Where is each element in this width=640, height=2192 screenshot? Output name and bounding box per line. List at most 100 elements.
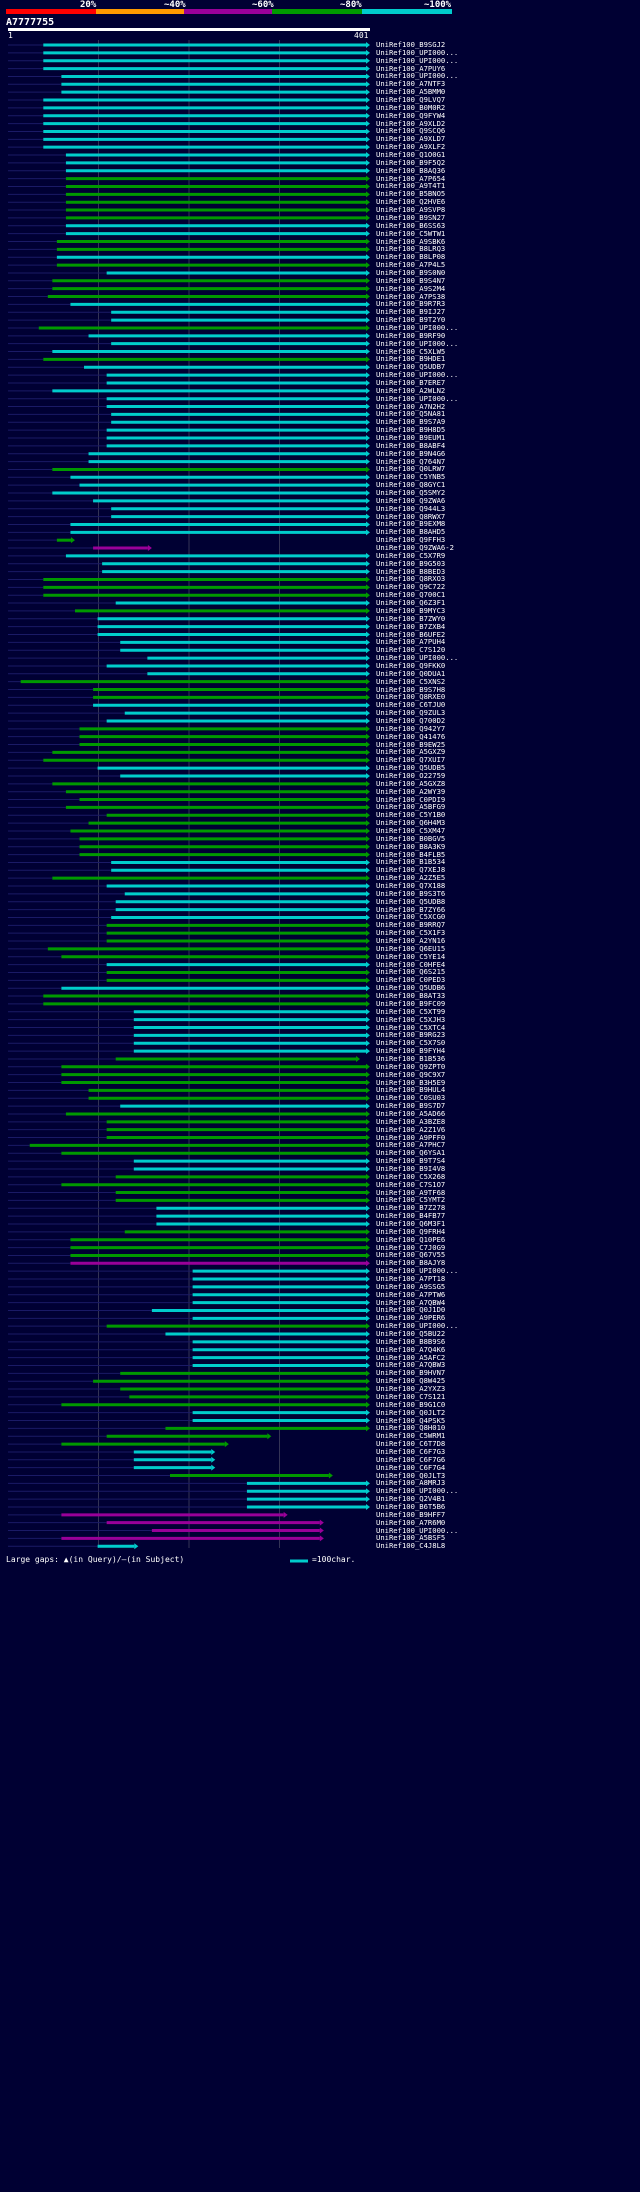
hit-label[interactable]: UniRef100_C7S1O7 — [376, 1179, 446, 1189]
hit-label[interactable]: UniRef100_Q9ZPT0 — [376, 1061, 446, 1071]
hit-label[interactable]: UniRef100_A9PER6 — [376, 1313, 446, 1323]
hit-label[interactable]: UniRef100_B9H8D5 — [376, 425, 446, 435]
hit-label[interactable]: UniRef100_Q942Y7 — [376, 723, 446, 733]
hit-label[interactable]: UniRef100_Q5UDB7 — [376, 362, 446, 372]
hit-label[interactable]: UniRef100_B9RF90 — [376, 330, 446, 340]
hit-label[interactable]: UniRef100_B9R7R3 — [376, 299, 446, 309]
hit-label[interactable]: UniRef100_B9S3T6 — [376, 888, 446, 898]
hit-label[interactable]: UniRef100_C5Y1B0 — [376, 810, 446, 820]
hit-label[interactable]: UniRef100_C6T7D8 — [376, 1439, 446, 1449]
hit-label[interactable]: UniRef100_Q10PE6 — [376, 1234, 446, 1244]
hit-label[interactable]: UniRef100_B6UFE2 — [376, 629, 446, 639]
hit-label[interactable]: UniRef100_UPI000... — [376, 322, 459, 332]
hit-label[interactable]: UniRef100_A7N2H2 — [376, 401, 446, 411]
hit-label[interactable]: UniRef100_C5X268 — [376, 1171, 446, 1181]
hit-label[interactable]: UniRef100_A7PT18 — [376, 1274, 446, 1284]
hit-label[interactable]: UniRef100_B7ZXB4 — [376, 621, 446, 631]
hit-label[interactable]: UniRef100_A7QBW4 — [376, 1297, 446, 1307]
hit-label[interactable]: UniRef100_A9S2M4 — [376, 283, 446, 293]
hit-label[interactable]: UniRef100_Q4PSK5 — [376, 1415, 446, 1425]
hit-label[interactable]: UniRef100_B9I4V8 — [376, 1163, 446, 1173]
hit-label[interactable]: UniRef100_A7NTF3 — [376, 79, 446, 89]
hit-label[interactable]: UniRef100_UPI000... — [376, 653, 459, 663]
hit-label[interactable]: UniRef100_B4FB77 — [376, 1211, 446, 1221]
hit-label[interactable]: UniRef100_Q7X188 — [376, 881, 446, 891]
hit-label[interactable]: UniRef100_UPI000... — [376, 71, 459, 81]
hit-label[interactable]: UniRef100_A9SSG5 — [376, 1281, 446, 1291]
hit-label[interactable]: UniRef100_Q9ZWA6 — [376, 495, 446, 505]
hit-label[interactable]: UniRef100_B8BED3 — [376, 566, 446, 576]
hit-label[interactable]: UniRef100_A2YN16 — [376, 936, 446, 946]
hit-label[interactable]: UniRef100_C6F7G4 — [376, 1462, 446, 1472]
hit-label[interactable]: UniRef100_B9IJ27 — [376, 307, 446, 317]
hit-label[interactable]: UniRef100_Q9SCQ6 — [376, 126, 446, 136]
hit-label[interactable]: UniRef100_Q9FKK0 — [376, 660, 446, 670]
hit-label[interactable]: UniRef100_C5XT99 — [376, 1006, 446, 1016]
hit-label[interactable]: UniRef100_Q9LVQ7 — [376, 95, 446, 105]
hit-label[interactable]: UniRef100_Q8RXE0 — [376, 692, 446, 702]
hit-label[interactable]: UniRef100_O22759 — [376, 770, 446, 780]
hit-label[interactable]: UniRef100_A7P654 — [376, 173, 446, 183]
hit-label[interactable]: UniRef100_B9T2Y0 — [376, 315, 446, 325]
hit-label[interactable]: UniRef100_UPI000... — [376, 47, 459, 57]
hit-label[interactable]: UniRef100_B9EXM8 — [376, 519, 446, 529]
hit-label[interactable]: UniRef100_A9XLD7 — [376, 134, 446, 144]
hit-label[interactable]: UniRef100_B9T7S4 — [376, 1156, 446, 1166]
hit-label[interactable]: UniRef100_B7Z278 — [376, 1203, 446, 1213]
hit-label[interactable]: UniRef100_UPI000... — [376, 1321, 459, 1331]
hit-label[interactable]: UniRef100_B6SS63 — [376, 220, 446, 230]
hit-label[interactable]: UniRef100_B8LRQ3 — [376, 244, 446, 254]
hit-label[interactable]: UniRef100_UPI000... — [376, 1486, 459, 1496]
hit-label[interactable]: UniRef100_B9F5Q2 — [376, 157, 446, 167]
hit-label[interactable]: UniRef100_C7J0G9 — [376, 1242, 446, 1252]
hit-label[interactable]: UniRef100_Q5BU22 — [376, 1329, 446, 1339]
hit-label[interactable]: UniRef100_C6TJU0 — [376, 700, 446, 710]
hit-label[interactable]: UniRef100_A7R6M0 — [376, 1517, 446, 1527]
hit-label[interactable]: UniRef100_B9FYH4 — [376, 1046, 446, 1056]
hit-label[interactable]: UniRef100_B8AT33 — [376, 991, 446, 1001]
hit-label[interactable]: UniRef100_C6F7G3 — [376, 1446, 446, 1456]
hit-label[interactable]: UniRef100_Q0DUA1 — [376, 668, 446, 678]
hit-label[interactable]: UniRef100_A5BMM0 — [376, 87, 446, 97]
hit-label[interactable]: UniRef100_B9N4G6 — [376, 448, 446, 458]
hit-label[interactable]: UniRef100_A7QBW3 — [376, 1360, 446, 1370]
hit-label[interactable]: UniRef100_UPI000... — [376, 55, 459, 65]
hit-label[interactable]: UniRef100_Q1O0G1 — [376, 150, 446, 160]
hit-label[interactable]: UniRef100_A9T4T1 — [376, 181, 446, 191]
hit-label[interactable]: UniRef100_B0BGV5 — [376, 833, 446, 843]
hit-label[interactable]: UniRef100_B6T5B6 — [376, 1501, 446, 1511]
hit-label[interactable]: UniRef100_A5GXZ9 — [376, 747, 446, 757]
hit-label[interactable]: UniRef100_Q944L3 — [376, 503, 446, 513]
hit-label[interactable]: UniRef100_C5YNB5 — [376, 472, 446, 482]
hit-label[interactable]: UniRef100_Q9FRH4 — [376, 1226, 446, 1236]
hit-label[interactable]: UniRef100_Q2V4B1 — [376, 1494, 446, 1504]
hit-label[interactable]: UniRef100_B8AQ36 — [376, 165, 446, 175]
hit-label[interactable]: UniRef100_C5WRM1 — [376, 1431, 446, 1441]
hit-label[interactable]: UniRef100_B9HDE1 — [376, 354, 446, 364]
hit-label[interactable]: UniRef100_B1B534 — [376, 857, 446, 867]
hit-label[interactable]: UniRef100_Q9FYW4 — [376, 110, 446, 120]
hit-label[interactable]: UniRef100_A5BSF5 — [376, 1533, 446, 1543]
hit-label[interactable]: UniRef100_B9MYC3 — [376, 605, 446, 615]
hit-label[interactable]: UniRef100_C0HFE4 — [376, 959, 446, 969]
hit-label[interactable]: UniRef100_Q5UDB5 — [376, 763, 446, 773]
hit-label[interactable]: UniRef100_A5BFG9 — [376, 802, 446, 812]
hit-label[interactable]: UniRef100_Q6H4M3 — [376, 818, 446, 828]
hit-label[interactable]: UniRef100_A9SBK6 — [376, 236, 446, 246]
hit-label[interactable]: UniRef100_A7PTW6 — [376, 1289, 446, 1299]
hit-label[interactable]: UniRef100_C4J8L8 — [376, 1541, 446, 1551]
hit-label[interactable]: UniRef100_Q6S215 — [376, 967, 446, 977]
hit-label[interactable]: UniRef100_Q764N7 — [376, 456, 446, 466]
hit-label[interactable]: UniRef100_C5XM47 — [376, 826, 446, 835]
hit-label[interactable]: UniRef100_Q9C9X7 — [376, 1069, 446, 1079]
hit-label[interactable]: UniRef100_C7S121 — [376, 1391, 446, 1401]
hit-label[interactable]: UniRef100_Q700D2 — [376, 715, 446, 725]
hit-label[interactable]: UniRef100_A9SVP8 — [376, 205, 446, 215]
hit-label[interactable]: UniRef100_Q5UDB8 — [376, 896, 446, 906]
hit-label[interactable]: UniRef100_Q41476 — [376, 731, 446, 741]
hit-label[interactable]: UniRef100_A2YXZ3 — [376, 1384, 446, 1394]
hit-label[interactable]: UniRef100_B9G503 — [376, 558, 446, 568]
hit-label[interactable]: UniRef100_B9EW25 — [376, 739, 446, 749]
hit-label[interactable]: UniRef100_Q8RXO3 — [376, 574, 446, 584]
hit-label[interactable]: UniRef100_B9FC09 — [376, 998, 446, 1008]
